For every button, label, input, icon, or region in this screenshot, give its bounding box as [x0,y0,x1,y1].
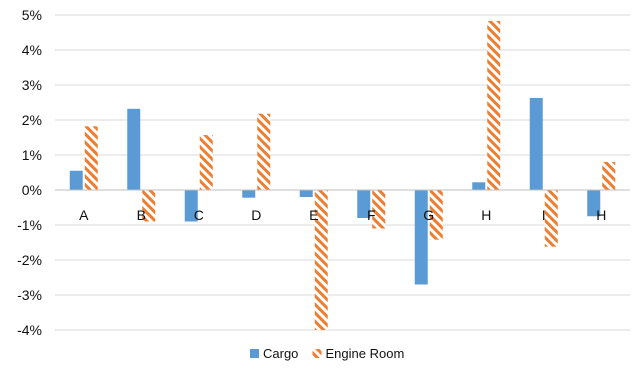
x-category-label: H [481,207,491,223]
bar-cargo [529,97,543,190]
x-category-label: C [194,207,204,223]
y-tick-label: 0% [22,182,42,198]
bar-cargo [242,190,256,198]
bar-engine-room [142,190,156,222]
bar-engine-room [602,162,616,190]
x-category-label: F [367,207,376,223]
bar-cargo [127,108,141,190]
legend-swatch [250,349,259,358]
bar-engine-room [372,190,386,229]
legend-label: Cargo [263,346,298,361]
bar-engine-room [257,113,271,190]
bars [69,20,616,330]
y-tick-label: -4% [17,322,42,338]
y-tick-label: -2% [17,252,42,268]
y-tick-label: 4% [22,42,42,58]
gridlines [55,14,630,331]
labels: 5% 4% 3% 2% 1% 0% -1% -2% -3% -4% A B C D E F G H I H [17,7,606,338]
y-tick-label: -3% [17,287,42,303]
bar-cargo [472,182,486,190]
bar-engine-room [199,135,213,190]
y-tick-label: 1% [22,147,42,163]
legend-label: Engine Room [326,346,405,361]
legend-swatch [312,349,322,358]
bar-cargo [587,190,601,217]
bar-cargo [299,190,313,197]
bar-engine-room [544,190,558,247]
x-category-label: G [423,207,434,223]
x-category-label: I [542,207,546,223]
x-category-label: B [137,207,146,223]
bar-cargo [414,190,428,285]
x-category-label: H [596,207,606,223]
bar-engine-room [314,190,328,330]
x-category-label: A [79,207,89,223]
y-tick-label: 5% [22,7,42,23]
x-category-label: D [251,207,261,223]
bar-cargo [69,170,83,190]
bar-engine-room [84,126,98,190]
bar-engine-room [487,20,501,191]
bar-cargo [357,190,371,218]
y-tick-label: -1% [17,217,42,233]
y-tick-label: 2% [22,112,42,128]
y-tick-label: 3% [22,77,42,93]
bar-cargo [184,190,198,222]
x-category-label: E [309,207,318,223]
bar-engine-room [429,190,443,240]
legend: Cargo Engine Room [250,346,404,361]
